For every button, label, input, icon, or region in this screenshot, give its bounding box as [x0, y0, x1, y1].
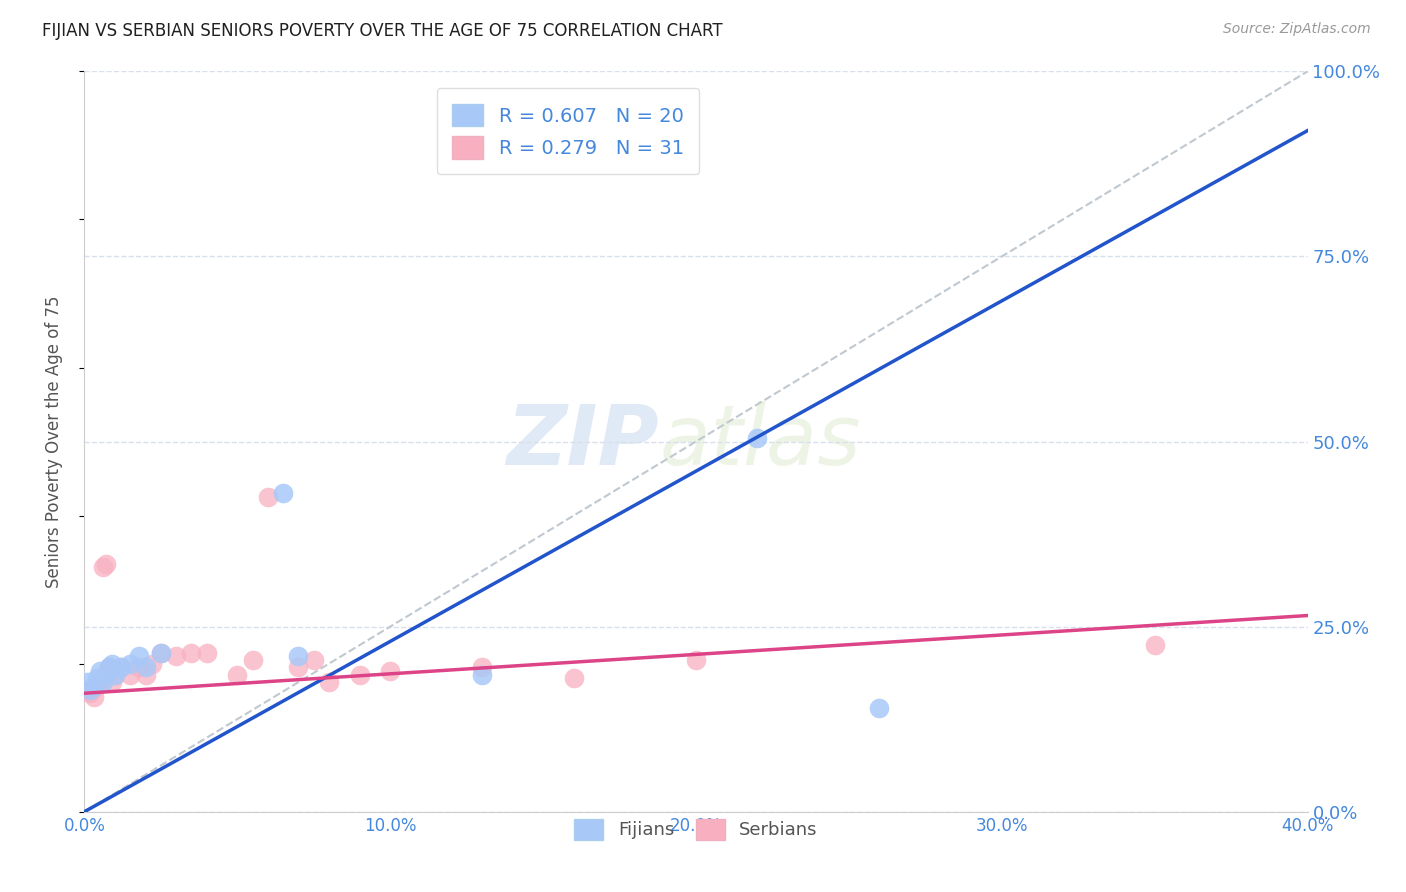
Point	[471, 667, 494, 681]
Point	[97, 660, 120, 674]
Point	[110, 660, 132, 674]
Point	[318, 675, 340, 690]
Point	[302, 653, 325, 667]
Point	[141, 657, 163, 671]
Point	[271, 486, 294, 500]
Point	[562, 672, 585, 686]
Point	[685, 653, 707, 667]
Point	[79, 686, 101, 700]
Point	[94, 667, 117, 681]
Point	[471, 660, 494, 674]
Y-axis label: Seniors Poverty Over the Age of 75: Seniors Poverty Over the Age of 75	[45, 295, 63, 588]
Point	[1143, 638, 1166, 652]
Point	[86, 672, 108, 686]
Point	[76, 682, 98, 697]
Point	[94, 557, 117, 571]
Point	[104, 667, 127, 681]
Point	[380, 664, 402, 678]
Point	[242, 653, 264, 667]
Point	[76, 675, 98, 690]
Point	[135, 660, 157, 674]
Point	[135, 667, 157, 681]
Point	[86, 679, 108, 693]
Point	[195, 646, 218, 660]
Point	[869, 701, 891, 715]
Point	[101, 675, 124, 690]
Point	[97, 660, 120, 674]
Point	[226, 667, 249, 681]
Point	[349, 667, 371, 681]
Point	[165, 649, 187, 664]
Point	[91, 560, 114, 574]
Point	[83, 679, 105, 693]
Point	[257, 490, 280, 504]
Point	[287, 660, 309, 674]
Text: ZIP: ZIP	[506, 401, 659, 482]
Text: FIJIAN VS SERBIAN SENIORS POVERTY OVER THE AGE OF 75 CORRELATION CHART: FIJIAN VS SERBIAN SENIORS POVERTY OVER T…	[42, 22, 723, 40]
Point	[104, 667, 127, 681]
Point	[747, 431, 769, 445]
Point	[89, 675, 111, 690]
Point	[180, 646, 202, 660]
Point	[128, 660, 150, 674]
Text: Source: ZipAtlas.com: Source: ZipAtlas.com	[1223, 22, 1371, 37]
Point	[149, 646, 172, 660]
Point	[149, 646, 172, 660]
Point	[83, 690, 105, 704]
Point	[287, 649, 309, 664]
Point	[120, 657, 142, 671]
Point	[101, 657, 124, 671]
Point	[89, 664, 111, 678]
Text: atlas: atlas	[659, 401, 860, 482]
Legend: Fijians, Serbians: Fijians, Serbians	[567, 812, 825, 847]
Point	[91, 675, 114, 690]
Point	[110, 660, 132, 674]
Point	[128, 649, 150, 664]
Point	[120, 667, 142, 681]
Point	[79, 682, 101, 697]
